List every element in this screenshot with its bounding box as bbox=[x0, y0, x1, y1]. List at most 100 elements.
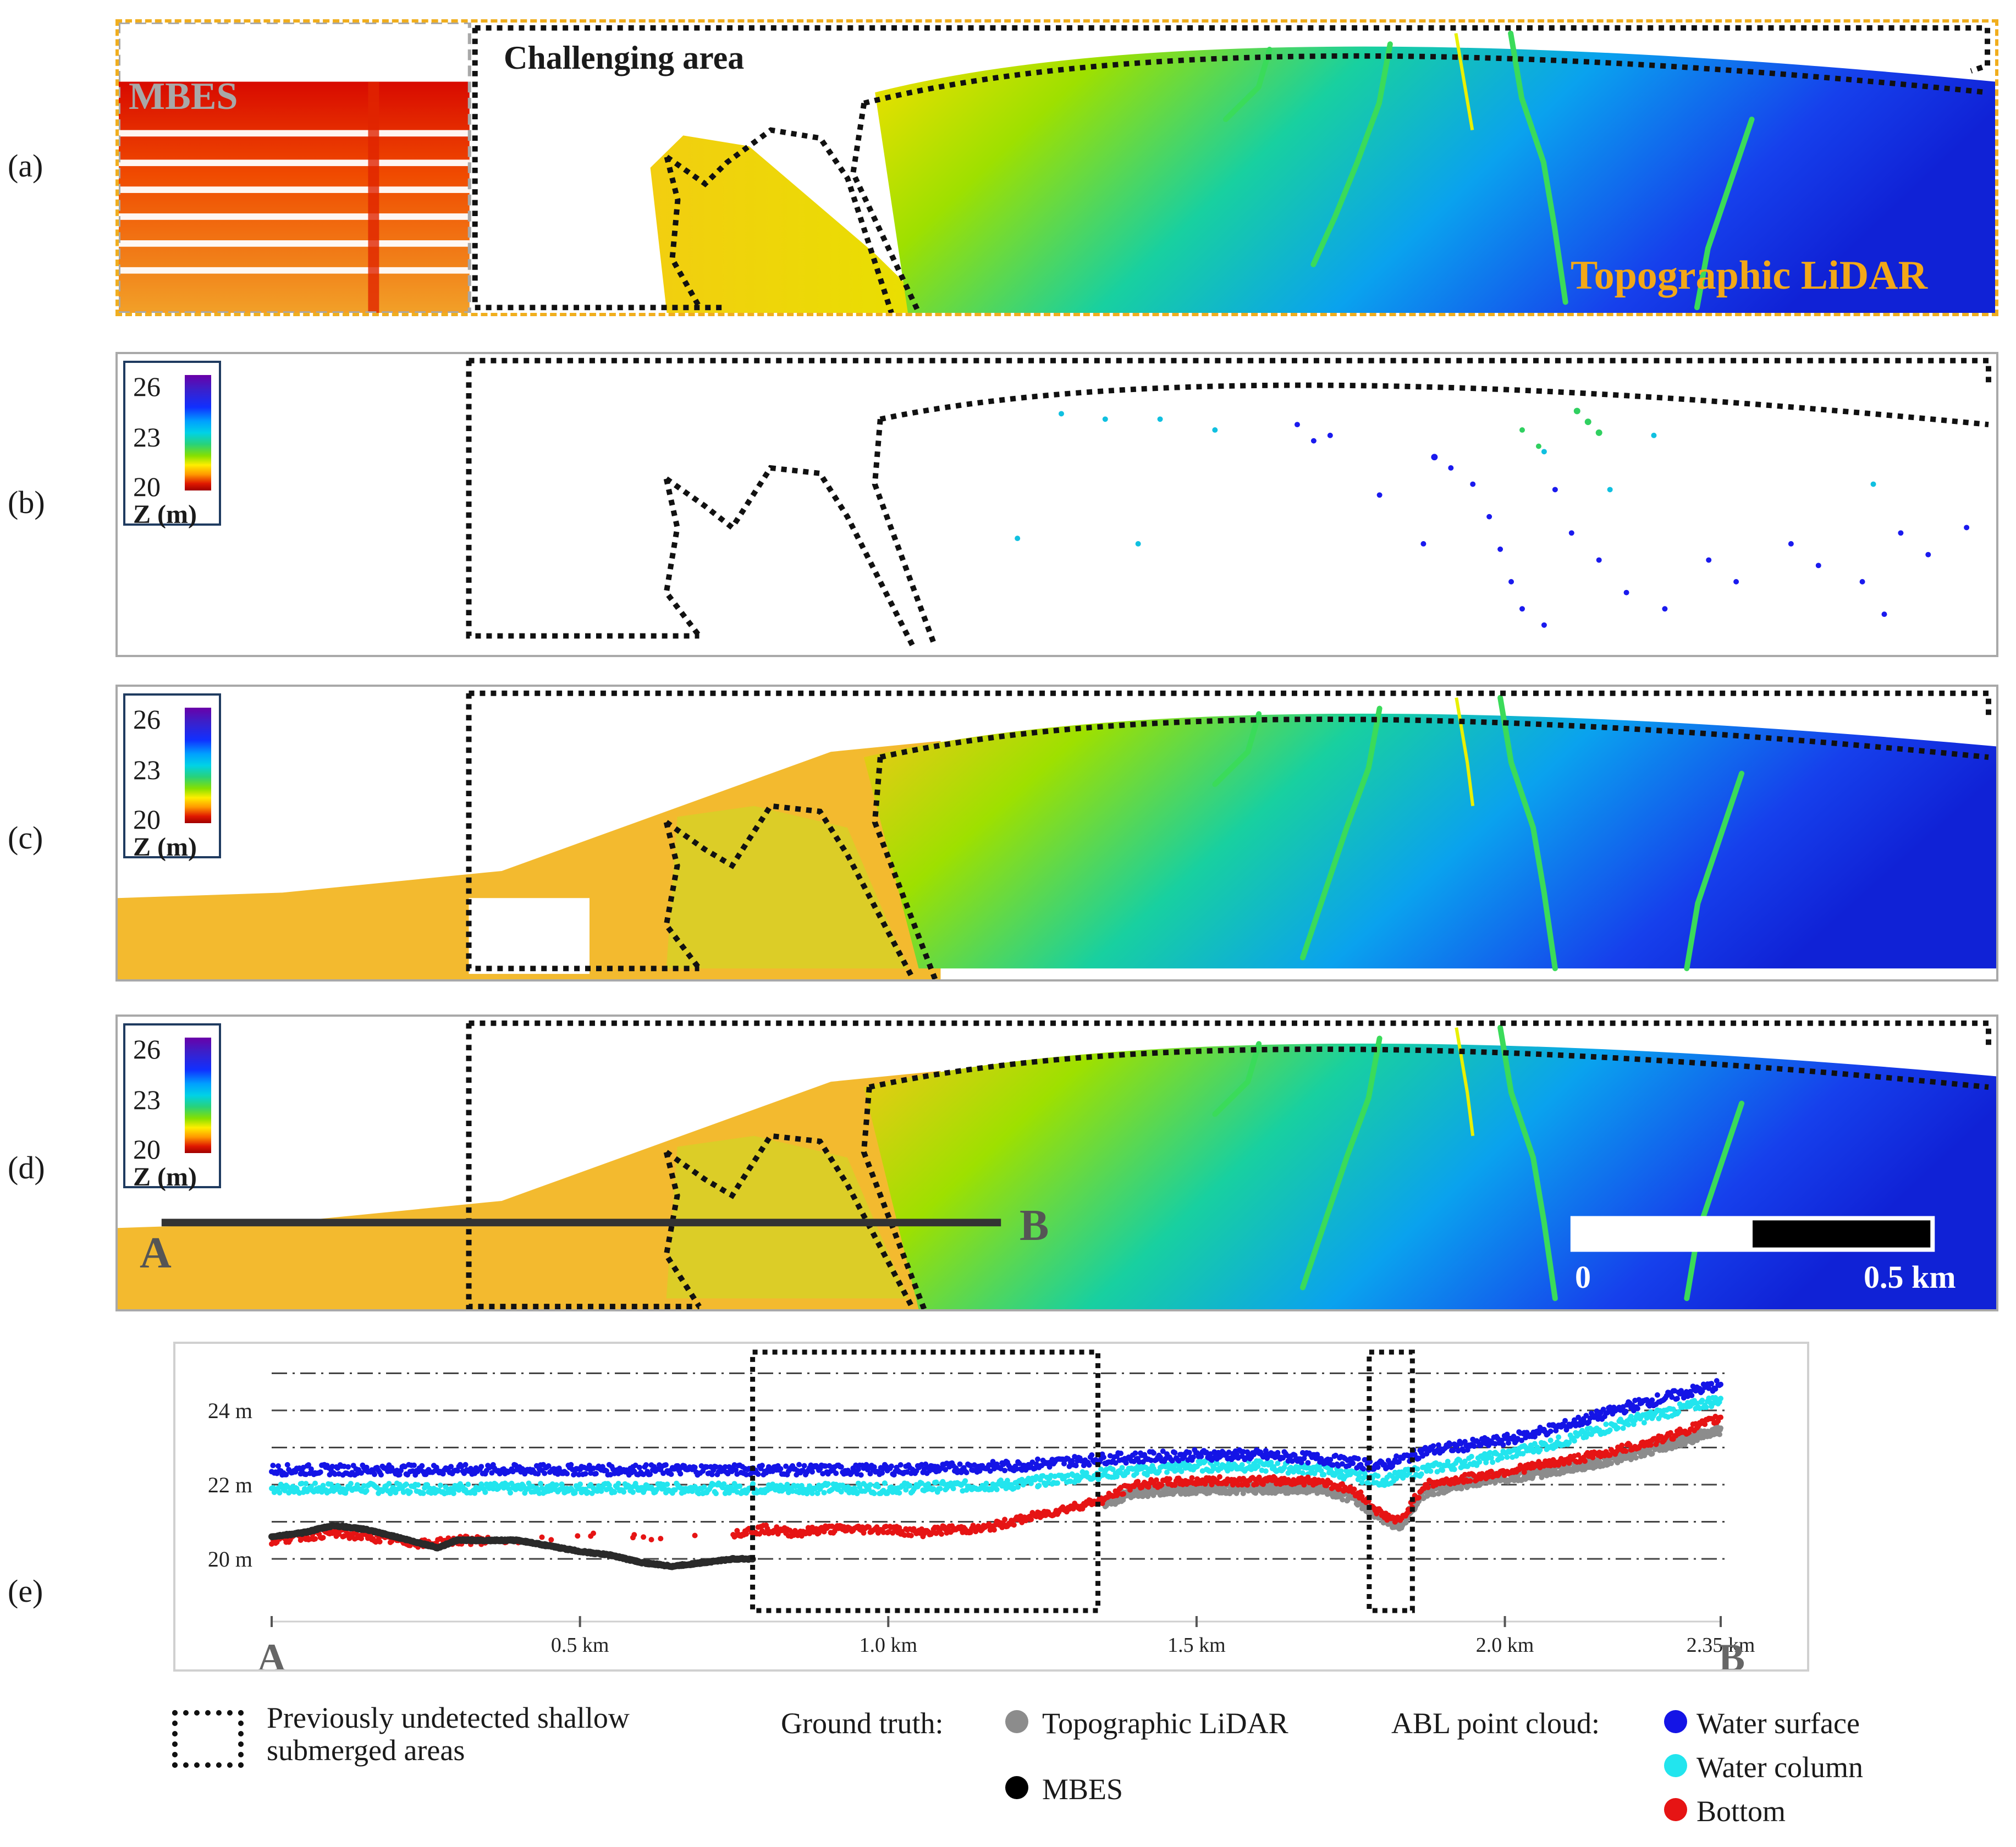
data-point bbox=[883, 1524, 889, 1529]
data-point bbox=[1153, 1477, 1159, 1483]
data-point bbox=[1253, 1490, 1259, 1496]
data-point bbox=[604, 1487, 609, 1492]
data-point bbox=[386, 1481, 392, 1487]
data-point bbox=[1462, 1471, 1468, 1477]
colorbar-tick-high: 26 bbox=[133, 371, 161, 402]
data-point bbox=[807, 1483, 813, 1489]
colorbar-gradient bbox=[185, 1038, 211, 1153]
data-point bbox=[823, 1463, 828, 1469]
data-point bbox=[1415, 1495, 1422, 1501]
data-point bbox=[407, 1489, 413, 1495]
data-point bbox=[1275, 1449, 1281, 1455]
data-point bbox=[1123, 1460, 1129, 1466]
data-point bbox=[1418, 1471, 1424, 1477]
data-point bbox=[713, 1491, 719, 1497]
data-point bbox=[1328, 1480, 1334, 1486]
data-point bbox=[1002, 1468, 1008, 1474]
data-point bbox=[1414, 1466, 1420, 1472]
data-point bbox=[643, 1462, 649, 1468]
scale-bar-max: 0.5 km bbox=[1864, 1259, 1956, 1295]
data-point bbox=[1186, 1449, 1192, 1455]
data-point bbox=[987, 1468, 993, 1474]
data-point bbox=[991, 1527, 997, 1533]
data-point bbox=[1239, 1462, 1245, 1468]
data-point bbox=[593, 1471, 599, 1476]
series-water-surface bbox=[269, 1378, 1723, 1478]
data-point bbox=[879, 1470, 885, 1476]
data-point bbox=[933, 1479, 939, 1485]
profile-end-label: B bbox=[1718, 1636, 1745, 1669]
data-point bbox=[306, 1462, 312, 1468]
data-point bbox=[1235, 1482, 1241, 1488]
data-point bbox=[1471, 1443, 1477, 1449]
data-point bbox=[1519, 1437, 1524, 1443]
data-point bbox=[472, 1490, 478, 1496]
data-point bbox=[1013, 1466, 1020, 1472]
data-point bbox=[825, 1481, 831, 1487]
data-point bbox=[1699, 1397, 1705, 1403]
data-point bbox=[1136, 1459, 1142, 1465]
data-point bbox=[816, 1530, 822, 1536]
data-point bbox=[1169, 1458, 1175, 1464]
data-point bbox=[664, 1481, 670, 1487]
data-point bbox=[548, 1537, 554, 1543]
data-point bbox=[1676, 1409, 1682, 1415]
data-point bbox=[1718, 1425, 1723, 1431]
data-point bbox=[867, 1471, 873, 1477]
data-point bbox=[647, 1471, 653, 1477]
data-point bbox=[1351, 1486, 1357, 1492]
y-tick-label: 20 m bbox=[208, 1547, 252, 1572]
colorbar-tick-high: 26 bbox=[133, 704, 161, 735]
data-point bbox=[896, 1525, 902, 1531]
data-point bbox=[303, 1481, 309, 1487]
data-point bbox=[750, 1481, 756, 1487]
x-tick-label: 1.5 km bbox=[1167, 1634, 1226, 1657]
data-point bbox=[880, 1529, 886, 1535]
data-point bbox=[1674, 1396, 1680, 1402]
data-point bbox=[1537, 1447, 1543, 1453]
data-point bbox=[854, 1491, 860, 1497]
data-point bbox=[1268, 1459, 1274, 1465]
data-point bbox=[977, 1468, 983, 1474]
data-point bbox=[660, 1481, 667, 1487]
panel-c-letter: (c) bbox=[8, 820, 43, 856]
data-point bbox=[1360, 1466, 1367, 1472]
data-point bbox=[1339, 1461, 1345, 1467]
data-point bbox=[1019, 1467, 1025, 1473]
data-point bbox=[1160, 1448, 1166, 1454]
data-point bbox=[1033, 1474, 1039, 1480]
data-point bbox=[508, 1490, 513, 1496]
data-point bbox=[1582, 1458, 1588, 1464]
data-point bbox=[437, 1482, 443, 1488]
data-point bbox=[663, 1462, 669, 1468]
data-point bbox=[654, 1487, 660, 1493]
data-point bbox=[919, 1462, 924, 1468]
data-point bbox=[1547, 1437, 1554, 1443]
profile-point-b: B bbox=[1020, 1201, 1049, 1250]
data-point bbox=[465, 1481, 471, 1487]
data-point bbox=[1425, 1485, 1431, 1491]
data-point bbox=[641, 1471, 647, 1477]
data-point bbox=[1477, 1459, 1483, 1465]
data-point bbox=[1046, 1464, 1053, 1470]
data-point bbox=[1384, 1464, 1390, 1470]
data-point bbox=[284, 1462, 290, 1468]
colorbar-gradient bbox=[185, 375, 211, 490]
panel-e-letter: (e) bbox=[8, 1573, 43, 1609]
data-point bbox=[983, 1480, 989, 1486]
data-point bbox=[1694, 1437, 1700, 1443]
data-point bbox=[784, 1481, 790, 1487]
data-point bbox=[809, 1490, 815, 1496]
data-point bbox=[1576, 1414, 1582, 1420]
data-point bbox=[1244, 1482, 1251, 1488]
data-point bbox=[1374, 1510, 1380, 1517]
data-point bbox=[1214, 1460, 1220, 1466]
data-point bbox=[1120, 1491, 1126, 1497]
data-point bbox=[1553, 1443, 1559, 1449]
data-point bbox=[1689, 1392, 1695, 1398]
profile-chart: 24 m 22 m 20 m 0.5 km 1.0 km 1.5 km 2.0 km 2.35… bbox=[173, 1342, 1809, 1672]
colorbar-tick-low: 20 bbox=[133, 471, 161, 502]
data-point bbox=[536, 1490, 542, 1496]
data-point bbox=[455, 1468, 461, 1474]
data-point bbox=[1190, 1454, 1196, 1460]
